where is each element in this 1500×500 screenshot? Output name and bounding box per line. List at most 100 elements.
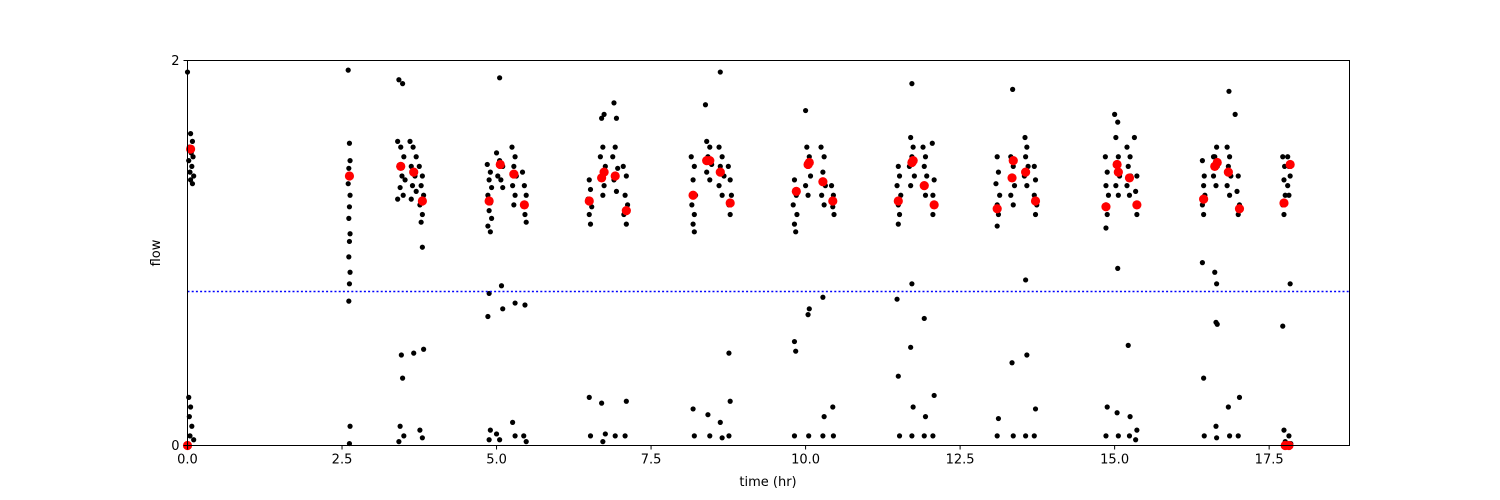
raw-point (1133, 188, 1139, 194)
raw-point (1115, 192, 1121, 198)
raw-point (601, 183, 607, 189)
raw-point (716, 144, 722, 150)
raw-point (728, 192, 735, 198)
raw-point (690, 221, 696, 227)
raw-point (610, 154, 616, 160)
mean-points-layer (182, 144, 1295, 451)
raw-point (1213, 183, 1219, 189)
x-tick-label: 7.5 (641, 453, 662, 468)
mean-point (688, 190, 698, 200)
raw-point (894, 183, 900, 189)
raw-point (705, 412, 711, 418)
raw-point (717, 419, 723, 425)
raw-point (190, 154, 196, 160)
raw-point (831, 211, 837, 218)
raw-point (597, 154, 603, 160)
raw-point (1023, 433, 1029, 439)
raw-point (485, 313, 491, 320)
raw-point (805, 192, 811, 198)
raw-point (993, 181, 999, 187)
raw-point (802, 107, 809, 114)
raw-point (690, 406, 696, 412)
raw-point (1032, 406, 1039, 412)
raw-point (419, 173, 425, 179)
raw-point (623, 173, 629, 179)
raw-point (191, 437, 197, 443)
raw-point (586, 211, 592, 218)
raw-point (807, 173, 814, 179)
raw-point (401, 433, 407, 439)
raw-point (1115, 433, 1121, 439)
raw-point (485, 223, 491, 229)
raw-point (1113, 183, 1119, 189)
mean-point (185, 144, 196, 154)
raw-point (186, 394, 192, 400)
raw-point (487, 229, 493, 235)
raw-point (413, 188, 419, 194)
raw-point (589, 204, 595, 210)
raw-point (922, 154, 929, 160)
raw-point (498, 283, 505, 289)
raw-point (510, 419, 516, 425)
mean-point (715, 167, 725, 177)
raw-point (1281, 427, 1287, 433)
raw-point (727, 177, 733, 183)
raw-point (1226, 154, 1233, 160)
raw-point (187, 404, 194, 410)
raw-point (1105, 192, 1112, 198)
raw-point (408, 163, 414, 169)
raw-point (895, 221, 901, 227)
raw-point (486, 177, 492, 183)
raw-point (1285, 183, 1291, 189)
raw-point (930, 211, 936, 218)
raw-point (1103, 225, 1109, 231)
raw-point (1011, 183, 1018, 189)
raw-point (419, 244, 425, 250)
raw-point (347, 231, 353, 237)
raw-point (921, 315, 927, 322)
raw-point (587, 221, 594, 227)
raw-point (500, 184, 506, 191)
raw-point (395, 196, 401, 202)
raw-point (690, 177, 696, 183)
raw-point (1010, 163, 1016, 169)
raw-point (1024, 144, 1030, 150)
raw-point (187, 169, 193, 175)
mean-point (818, 177, 828, 187)
raw-point (1282, 192, 1288, 198)
x-tick-label: 2.5 (332, 453, 353, 468)
raw-point (493, 431, 500, 437)
raw-point (615, 165, 621, 171)
raw-point (187, 177, 194, 183)
raw-point (691, 163, 697, 169)
raw-point (1226, 433, 1233, 439)
raw-point (186, 158, 192, 164)
raw-point (346, 254, 352, 260)
raw-point (189, 423, 195, 429)
raw-point (1024, 352, 1030, 358)
raw-point (726, 433, 732, 439)
raw-point (612, 433, 618, 439)
raw-point (805, 312, 811, 318)
mean-point (484, 196, 494, 206)
x-tick-label: 0.0 (177, 453, 198, 468)
mean-point (804, 157, 814, 168)
mean-point (509, 169, 519, 179)
raw-point (1032, 211, 1039, 218)
raw-point (613, 115, 620, 121)
raw-point (727, 398, 733, 404)
raw-point (821, 202, 827, 208)
raw-point (806, 433, 812, 439)
raw-point (399, 173, 405, 179)
raw-point (489, 184, 495, 191)
raw-point (411, 350, 417, 356)
raw-point (187, 131, 194, 137)
raw-point (613, 188, 620, 194)
raw-point (600, 192, 606, 198)
mean-point (1030, 196, 1041, 206)
plot-border (187, 60, 1350, 446)
mean-point (1008, 156, 1018, 166)
raw-point (1009, 360, 1015, 366)
raw-point (1286, 192, 1292, 198)
raw-point (1134, 427, 1140, 433)
